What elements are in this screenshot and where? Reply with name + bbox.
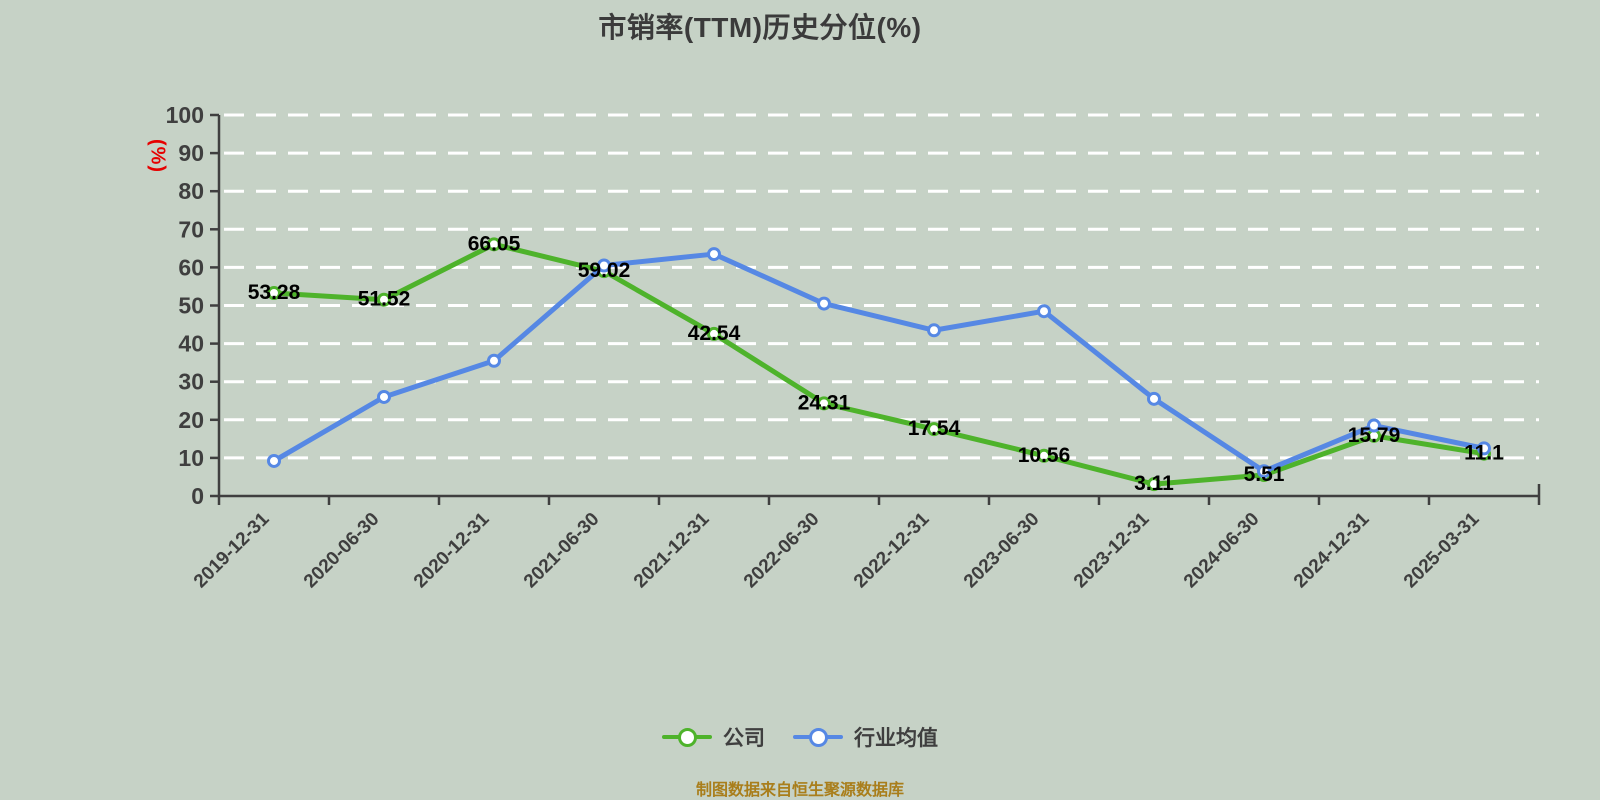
data-point-label: 5.51 xyxy=(1244,463,1285,486)
legend-label-company: 公司 xyxy=(723,727,765,750)
industry-line xyxy=(271,251,1487,474)
data-point-label: 17.54 xyxy=(908,417,961,440)
data-point[interactable] xyxy=(597,258,611,273)
y-tick-label: 100 xyxy=(166,102,204,128)
legend-item-company[interactable]: 公司 xyxy=(662,722,765,752)
data-point[interactable] xyxy=(1257,464,1271,479)
data-point-label: 24.31 xyxy=(798,391,851,414)
data-point[interactable] xyxy=(817,396,831,411)
legend-item-industry-average[interactable]: 行业均值 xyxy=(793,722,938,752)
x-tick-label: 2023-12-31 xyxy=(1070,508,1154,592)
y-tick-label: 30 xyxy=(178,369,204,395)
data-point[interactable] xyxy=(487,353,501,368)
data-point[interactable] xyxy=(1367,418,1381,433)
data-point-label: 10.56 xyxy=(1018,444,1071,467)
data-point[interactable] xyxy=(1147,391,1161,406)
data-point[interactable] xyxy=(267,453,281,468)
company-line xyxy=(271,241,1487,487)
data-point-label: 51.52 xyxy=(358,288,411,311)
data-point-label: 59.02 xyxy=(578,259,631,282)
x-tick-label: 2021-06-30 xyxy=(520,509,604,593)
gridlines xyxy=(224,113,1539,460)
x-tick-label: 2023-06-30 xyxy=(960,509,1044,593)
industry-line-marker-icon xyxy=(793,726,843,748)
x-tick-label: 2024-06-30 xyxy=(1180,509,1264,593)
data-point[interactable] xyxy=(1147,477,1161,492)
data-point[interactable] xyxy=(1037,304,1051,319)
company-line-marker-icon xyxy=(662,726,712,748)
x-tick-label: 2021-12-31 xyxy=(630,508,714,592)
y-tick-label: 10 xyxy=(178,445,204,471)
y-tick-label: 80 xyxy=(178,178,204,204)
industry-average-series xyxy=(267,247,1491,479)
data-point[interactable] xyxy=(1037,448,1051,463)
data-point[interactable] xyxy=(377,292,391,307)
data-point[interactable] xyxy=(927,323,941,338)
y-tick-label: 40 xyxy=(178,331,204,357)
data-point[interactable] xyxy=(707,326,721,341)
data-point-label: 66.05 xyxy=(468,232,521,255)
y-tick-label: 70 xyxy=(178,216,204,242)
y-tick-label: 90 xyxy=(178,140,204,166)
x-tick-label: 2024-12-31 xyxy=(1290,508,1374,592)
chart-title: 市销率(TTM)历史分位(%) xyxy=(598,12,922,43)
data-point-label: 53.28 xyxy=(248,281,301,304)
data-point[interactable] xyxy=(707,247,721,262)
y-tick-label: 50 xyxy=(178,293,204,319)
x-tick-label: 2022-06-30 xyxy=(740,509,824,593)
data-point[interactable] xyxy=(1477,441,1491,456)
company-series xyxy=(267,237,1491,492)
x-tick-label: 2022-12-31 xyxy=(850,508,934,592)
data-point-label: 15.79 xyxy=(1348,424,1401,447)
legend-label-industry-average: 行业均值 xyxy=(854,727,938,750)
x-tick-label: 2025-03-31 xyxy=(1400,508,1484,592)
y-tick-label: 0 xyxy=(191,483,204,509)
data-point[interactable] xyxy=(267,286,281,301)
y-tick-label: 60 xyxy=(178,254,204,280)
chart-legend: 公司 行业均值 xyxy=(0,722,1600,752)
x-axis-labels: 2019-12-31 2020-06-30 2020-12-31 2021-06-30… xyxy=(190,508,1484,592)
data-source-note: 制图数据来自恒生聚源数据库 xyxy=(695,782,904,799)
data-point-label: 42.54 xyxy=(688,322,741,345)
point-labels: 53.28 51.52 66.05 59.02 42.54 24.31 17.54 10.56… xyxy=(248,232,1504,495)
data-point[interactable] xyxy=(377,389,391,404)
y-tick-label: 20 xyxy=(178,407,204,433)
data-point[interactable] xyxy=(487,237,501,252)
data-point-label: 3.11 xyxy=(1134,472,1174,495)
data-point[interactable] xyxy=(817,296,831,311)
data-point-label: 11.1 xyxy=(1464,442,1504,465)
data-point[interactable] xyxy=(927,422,941,437)
x-tick-label: 2019-12-31 xyxy=(190,508,274,592)
x-tick-label: 2020-06-30 xyxy=(300,509,384,593)
axes: 0 10 20 30 40 50 60 70 80 90 100 xyxy=(166,102,1541,509)
x-tick-label: 2020-12-31 xyxy=(410,508,494,592)
